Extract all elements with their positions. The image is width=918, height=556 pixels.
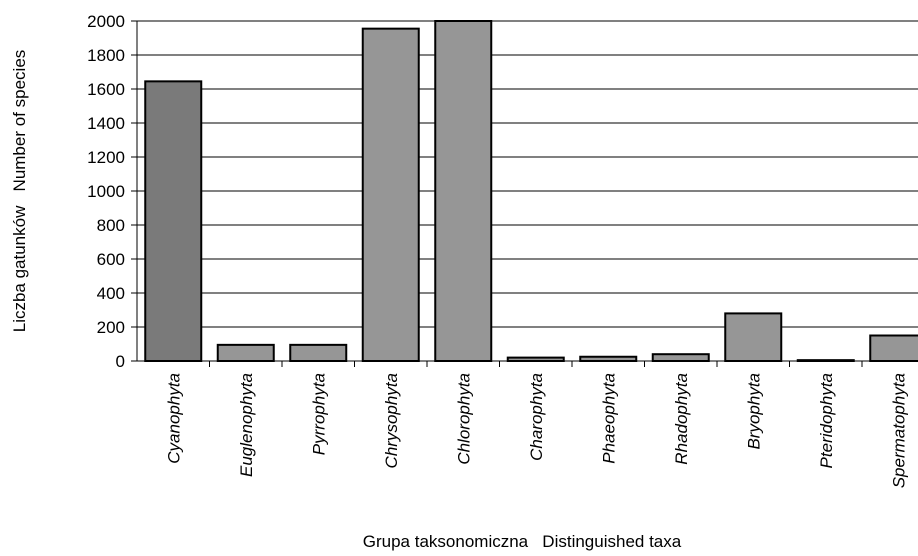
y-tick-label: 1000 — [87, 182, 125, 201]
y-tick-label: 1800 — [87, 46, 125, 65]
y-tick-label: 1200 — [87, 148, 125, 167]
y-tick-label: 1600 — [87, 80, 125, 99]
x-tick-label: Pteridophyta — [817, 373, 836, 468]
y-tick-label: 800 — [97, 216, 125, 235]
y-tick-label: 2000 — [87, 12, 125, 31]
x-tick-label: Pyrrophyta — [309, 373, 328, 455]
gridlines — [137, 20, 918, 328]
x-tick-label: Phaeophyta — [599, 373, 618, 464]
y-tick-label: 600 — [97, 250, 125, 269]
x-tick-label: Rhadophyta — [672, 373, 691, 465]
bar — [434, 20, 493, 362]
x-tick-label: Bryophyta — [744, 373, 763, 450]
x-tick-labels: Cyanophyta Euglenophyta Pyrrophyta Chrysoph… — [164, 373, 908, 488]
bars — [144, 20, 918, 363]
bar — [289, 343, 348, 363]
axes — [131, 20, 918, 367]
bar — [361, 27, 420, 363]
bar — [651, 353, 710, 363]
bar — [579, 355, 638, 362]
y-tick-labels: 0 200 400 600 800 1000 1200 1400 1600 1800 2000 — [87, 12, 125, 371]
bar — [724, 312, 783, 362]
x-tick-label: Cyanophyta — [164, 373, 183, 464]
y-tick-label: 200 — [97, 318, 125, 337]
x-tick-label: Chrysophyta — [382, 373, 401, 468]
y-tick-label: 0 — [116, 352, 125, 371]
bar — [869, 334, 918, 362]
bar — [144, 80, 203, 362]
x-tick-label: Chlorophyta — [454, 373, 473, 465]
y-tick-label: 400 — [97, 284, 125, 303]
x-tick-label: Spermatophyta — [889, 373, 908, 488]
bar — [216, 343, 275, 363]
y-tick-label: 1400 — [87, 114, 125, 133]
x-axis-title: Grupa taksonomiczna Distinguished taxa — [363, 532, 682, 551]
x-tick-label: Euglenophyta — [237, 373, 256, 477]
bar — [506, 356, 565, 363]
y-axis-title: Liczba gatunków Number of species — [10, 50, 29, 333]
x-tick-label: Charophyta — [527, 373, 546, 461]
